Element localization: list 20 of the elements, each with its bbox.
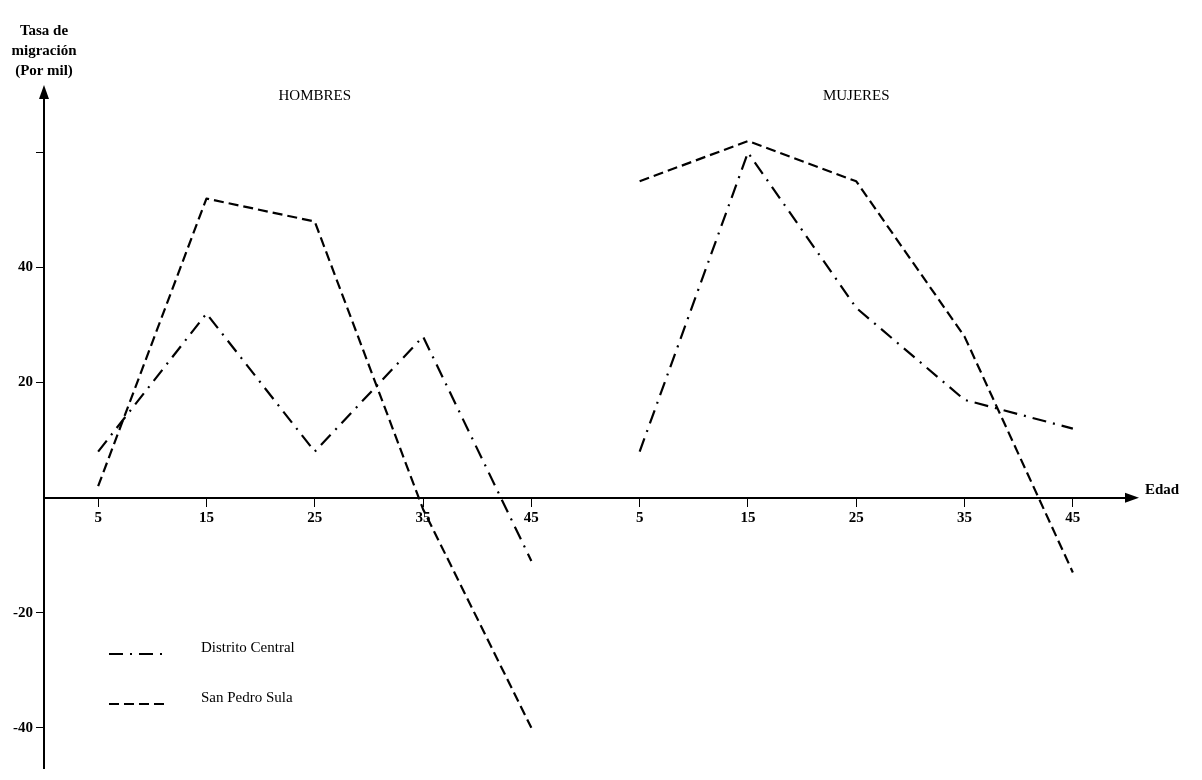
y-tick-label: -20 (13, 603, 33, 620)
annotation: MUJERES (822, 87, 890, 103)
y-axis-title: Tasa de migración (Por mil) (11, 22, 78, 79)
annotation: HOMBRES (278, 87, 352, 103)
y-tick-label: 20 (18, 373, 33, 390)
y-tick-label: -40 (13, 718, 33, 735)
x-tick-label: 15 (740, 508, 756, 525)
y-tick-label: 40 (18, 258, 33, 275)
x-tick-label: 15 (198, 508, 214, 525)
x-tick-label: 25 (307, 508, 323, 525)
x-tick-label: 35 (957, 508, 973, 525)
x-tick-label: 25 (848, 508, 864, 525)
x-tick-label: 45 (1065, 508, 1081, 525)
x-tick-label: 5 (635, 508, 644, 525)
x-axis-title: Edad (1145, 480, 1180, 497)
legend-label: Distrito Central (201, 638, 295, 655)
x-tick-label: 45 (523, 508, 539, 525)
x-tick-label: 35 (415, 508, 431, 525)
x-tick-label: 5 (94, 508, 102, 525)
legend-label: San Pedro Sula (201, 688, 293, 705)
